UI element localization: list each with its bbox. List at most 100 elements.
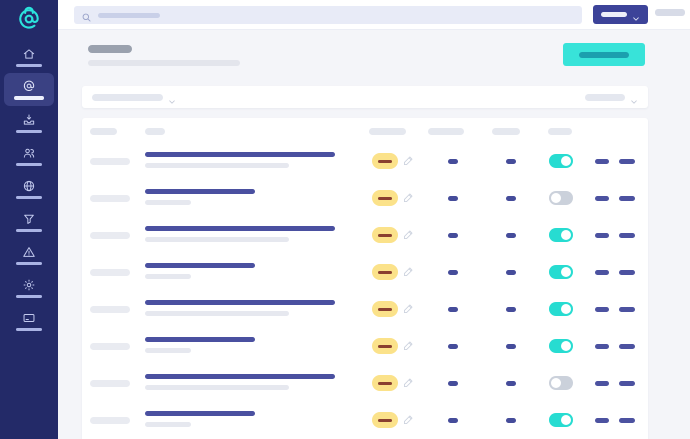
column-header-skeleton: [492, 128, 520, 135]
metric-value-skeleton: [448, 344, 458, 349]
row-action-skeleton[interactable]: [619, 344, 635, 349]
metric-value-skeleton: [506, 270, 516, 275]
sidebar-item-globe[interactable]: [4, 172, 54, 205]
users-icon: [22, 146, 36, 160]
status-badge: [372, 190, 398, 206]
row-action-skeleton[interactable]: [619, 159, 635, 164]
row-action-skeleton[interactable]: [595, 307, 609, 312]
toggle-switch[interactable]: [549, 413, 573, 427]
sidebar-item-inbox[interactable]: [4, 106, 54, 139]
sidebar-item-users[interactable]: [4, 139, 54, 172]
row-id-skeleton: [90, 306, 130, 313]
edit-pencil-icon[interactable]: [402, 413, 415, 426]
row-id-skeleton: [90, 380, 130, 387]
row-action-skeleton[interactable]: [595, 233, 609, 238]
badge-label-skeleton: [378, 344, 392, 348]
metric-value-skeleton: [448, 233, 458, 238]
table-row: [82, 143, 648, 180]
settings-icon: [22, 278, 36, 292]
toggle-switch[interactable]: [549, 302, 573, 316]
dropdown-label-skeleton: [92, 93, 163, 101]
row-action-skeleton[interactable]: [595, 196, 609, 201]
row-id-skeleton: [90, 158, 130, 165]
badge-label-skeleton: [378, 233, 392, 237]
row-action-skeleton[interactable]: [595, 381, 609, 386]
toggle-switch[interactable]: [549, 228, 573, 242]
status-badge: [372, 338, 398, 354]
sidebar-item-at-mentions[interactable]: [4, 73, 54, 106]
metric-value-skeleton: [506, 344, 516, 349]
globe-icon: [22, 179, 36, 193]
badge-label-skeleton: [378, 418, 392, 422]
filter-dropdown-left[interactable]: [92, 93, 176, 104]
edit-pencil-icon[interactable]: [402, 339, 415, 352]
badge-label-skeleton: [378, 196, 392, 200]
inbox-icon: [22, 113, 36, 127]
sidebar-item-settings[interactable]: [4, 271, 54, 304]
row-action-skeleton[interactable]: [619, 233, 635, 238]
nav-label-skeleton: [16, 294, 42, 298]
button-label-skeleton: [601, 12, 627, 17]
lock-at-logo-icon[interactable]: [16, 5, 42, 31]
metric-value-skeleton: [506, 307, 516, 312]
toggle-knob: [561, 304, 571, 314]
metric-value-skeleton: [448, 159, 458, 164]
toggle-knob: [561, 267, 571, 277]
row-action-skeleton[interactable]: [595, 418, 609, 423]
nav-label-skeleton: [16, 63, 42, 67]
edit-pencil-icon[interactable]: [402, 302, 415, 315]
metric-value-skeleton: [506, 233, 516, 238]
edit-pencil-icon[interactable]: [402, 228, 415, 241]
row-id-skeleton: [90, 417, 130, 424]
primary-dropdown-button[interactable]: [593, 5, 648, 24]
chevron-down-icon: [632, 11, 640, 21]
account-menu-dropdown[interactable]: [655, 8, 690, 16]
row-action-skeleton[interactable]: [619, 270, 635, 275]
row-title-skeleton: [145, 152, 335, 157]
row-action-skeleton[interactable]: [595, 159, 609, 164]
edit-pencil-icon[interactable]: [402, 191, 415, 204]
filter-dropdown-right[interactable]: [585, 93, 638, 104]
sidebar-item-home[interactable]: [4, 40, 54, 73]
row-subtitle-skeleton: [145, 274, 191, 279]
row-action-skeleton[interactable]: [595, 270, 609, 275]
toggle-switch[interactable]: [549, 376, 573, 390]
metric-value-skeleton: [506, 381, 516, 386]
topbar: [58, 0, 690, 30]
nav-label-skeleton: [16, 261, 42, 265]
sidebar-item-alert-triangle[interactable]: [4, 238, 54, 271]
metric-value-skeleton: [506, 159, 516, 164]
column-header-skeleton: [369, 128, 406, 135]
row-action-skeleton[interactable]: [619, 196, 635, 201]
metric-value-skeleton: [448, 196, 458, 201]
status-badge: [372, 301, 398, 317]
search-input[interactable]: [74, 6, 582, 24]
toggle-switch[interactable]: [549, 154, 573, 168]
metric-value-skeleton: [506, 196, 516, 201]
account-label-skeleton: [655, 8, 685, 16]
row-id-skeleton: [90, 195, 130, 202]
row-action-skeleton[interactable]: [619, 418, 635, 423]
row-title-skeleton: [145, 411, 255, 416]
nav-label-skeleton: [16, 228, 42, 232]
row-action-skeleton[interactable]: [619, 307, 635, 312]
toggle-knob: [551, 378, 561, 388]
toggle-switch[interactable]: [549, 265, 573, 279]
row-action-skeleton[interactable]: [595, 344, 609, 349]
row-action-skeleton[interactable]: [619, 381, 635, 386]
toggle-knob: [561, 341, 571, 351]
edit-pencil-icon[interactable]: [402, 376, 415, 389]
sidebar-item-billing-card[interactable]: [4, 304, 54, 337]
row-subtitle-skeleton: [145, 385, 289, 390]
toggle-switch[interactable]: [549, 191, 573, 205]
edit-pencil-icon[interactable]: [402, 265, 415, 278]
column-header-skeleton: [145, 128, 165, 135]
data-table: [82, 118, 648, 439]
toggle-switch[interactable]: [549, 339, 573, 353]
edit-pencil-icon[interactable]: [402, 154, 415, 167]
badge-label-skeleton: [378, 270, 392, 274]
status-badge: [372, 227, 398, 243]
primary-action-button[interactable]: [563, 43, 645, 66]
sidebar-item-filter[interactable]: [4, 205, 54, 238]
